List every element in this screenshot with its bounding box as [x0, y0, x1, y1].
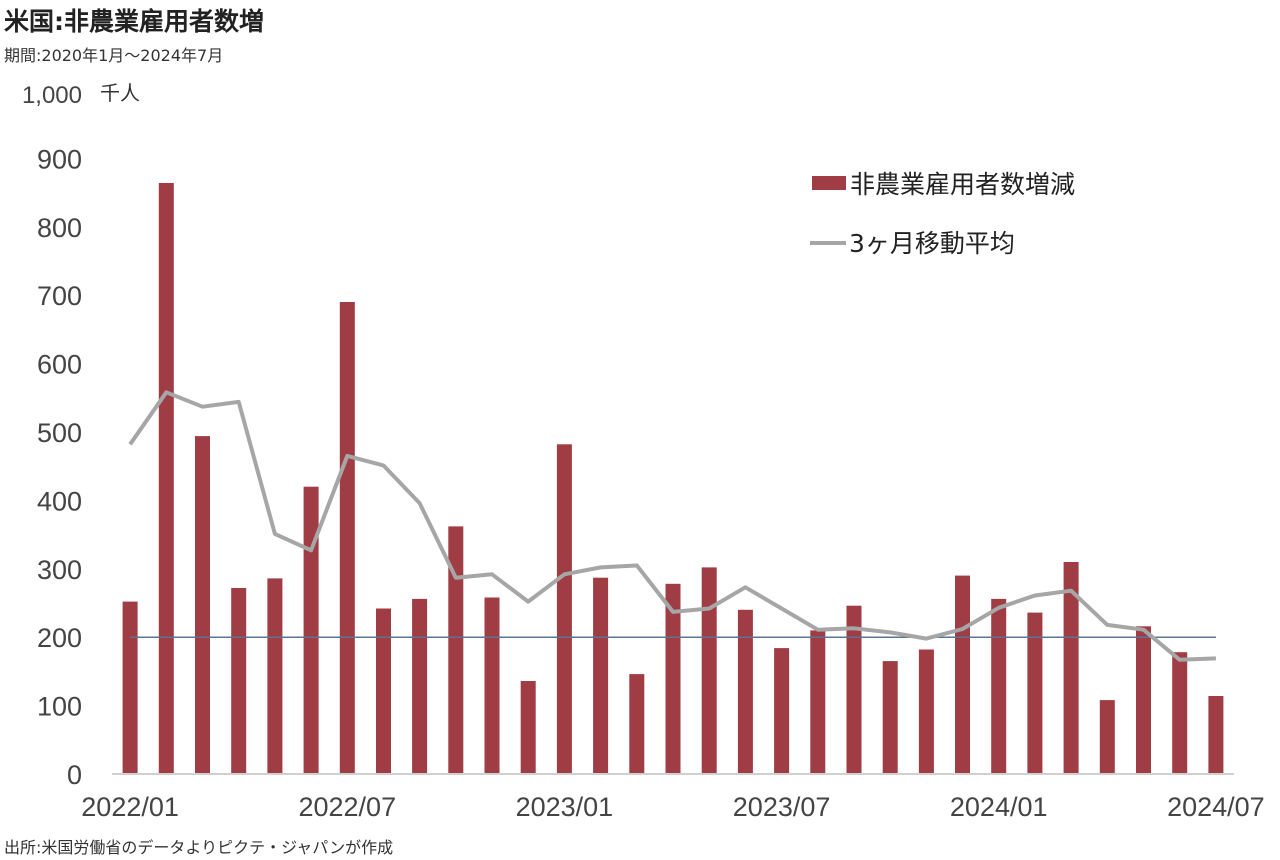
x-tick-label: 2022/07	[298, 792, 396, 822]
bar	[1136, 626, 1151, 774]
bar	[701, 567, 717, 774]
bar	[1208, 696, 1224, 774]
bar	[955, 575, 970, 774]
legend-bar-label: 非農業雇用者数増減	[850, 170, 1075, 199]
legend: 非農業雇用者数増減 3ヶ月移動平均	[810, 170, 1075, 258]
y-tick-label: 600	[37, 350, 82, 380]
moving-average-line	[128, 390, 1216, 662]
bar	[774, 648, 790, 774]
bar	[665, 583, 681, 774]
y-tick-label: 200	[37, 623, 82, 653]
bar	[1063, 562, 1079, 774]
bar	[122, 601, 138, 774]
y-unit-label: 千人	[100, 81, 140, 105]
x-tick-label: 2022/01	[81, 792, 179, 822]
y-tick-label: 300	[37, 555, 82, 585]
bar	[882, 661, 898, 774]
bar	[1172, 652, 1188, 774]
chart-title: 米国:非農業雇用者数増	[4, 7, 264, 36]
legend-bar-swatch	[812, 176, 846, 190]
y-tick-label: 100	[37, 692, 82, 722]
bar	[303, 486, 319, 774]
bar	[918, 649, 934, 774]
x-tick-label: 2024/01	[950, 792, 1048, 822]
source-note: 出所:米国労働省のデータよりピクテ・ジャパンが作成	[4, 838, 394, 857]
bar-series	[122, 183, 1224, 774]
y-tick-label: 0	[67, 760, 82, 790]
bar	[1027, 612, 1043, 774]
x-tick-label: 2023/07	[733, 792, 831, 822]
x-tick-label: 2023/01	[516, 792, 614, 822]
bar	[556, 444, 572, 774]
chart-period: 期間:2020年1月～2024年7月	[4, 46, 224, 65]
bar	[991, 598, 1007, 774]
bar	[1099, 700, 1115, 774]
bar	[593, 577, 609, 774]
y-tick-label: 500	[37, 418, 82, 448]
x-tick-label: 2024/07	[1167, 792, 1265, 822]
bar	[629, 674, 645, 774]
legend-line-label: 3ヶ月移動平均	[849, 229, 1015, 258]
x-axis-ticks: 2022/01 2022/07 2023/01 2023/07 2024/01 2024/…	[81, 792, 1264, 822]
bar	[267, 578, 283, 774]
bar	[484, 597, 500, 774]
bar	[158, 183, 174, 774]
y-tick-label: 400	[37, 486, 82, 516]
y-tick-label: 900	[37, 144, 82, 174]
bar	[737, 609, 753, 774]
y-tick-label: 1,000	[22, 82, 82, 109]
y-tick-label: 800	[37, 213, 82, 243]
bar	[520, 681, 536, 774]
bar	[412, 598, 428, 774]
y-axis-ticks: 0 100 200 300 400 500 600 700 800 900 1,000	[22, 82, 82, 790]
bar	[448, 526, 464, 774]
bar	[810, 630, 826, 774]
bar	[195, 436, 210, 774]
bar	[376, 608, 391, 774]
bar	[339, 302, 355, 774]
bar	[846, 605, 862, 774]
bar	[231, 588, 247, 774]
y-tick-label: 700	[37, 281, 82, 311]
